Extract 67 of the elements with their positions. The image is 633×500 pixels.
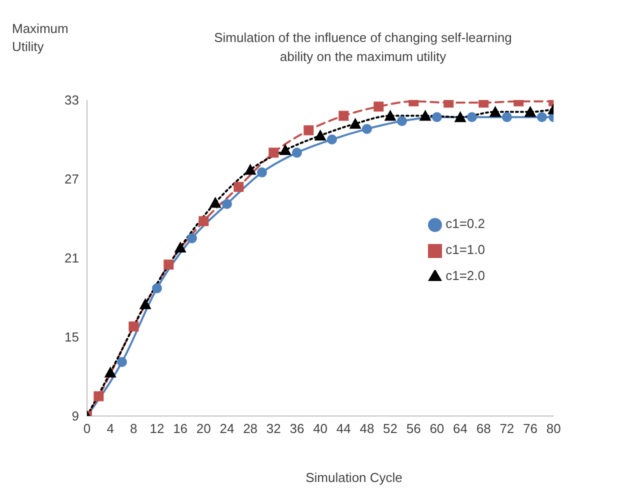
x-tick-label: 44	[336, 421, 351, 436]
point	[292, 148, 302, 158]
point	[198, 216, 209, 226]
point	[94, 391, 104, 402]
point	[164, 260, 174, 270]
point	[234, 182, 244, 192]
point	[536, 112, 547, 122]
point	[362, 124, 372, 134]
point	[116, 357, 127, 368]
point	[374, 102, 384, 112]
x-tick-label: 72	[500, 421, 514, 436]
x-tick-label: 64	[453, 421, 468, 436]
point	[139, 298, 152, 310]
point	[489, 106, 502, 117]
chart-title: Simulation of the influence of changing self-learning ability on the maximum utility	[213, 29, 513, 66]
point	[256, 167, 267, 178]
x-tick-label: 40	[313, 421, 328, 436]
point	[304, 125, 314, 136]
y-tick-label: 15	[64, 330, 79, 345]
y-tick-label: 21	[64, 250, 79, 266]
x-tick-label: 52	[383, 421, 398, 436]
legend-label: c1=2.0	[446, 268, 485, 283]
point	[338, 110, 349, 121]
point	[524, 106, 536, 117]
x-tick-label: 28	[243, 421, 258, 436]
y-axis-title: Maximum Utility	[12, 20, 68, 56]
x-tick-label: 24	[220, 421, 234, 436]
point	[186, 233, 197, 244]
point	[174, 241, 186, 252]
point	[384, 110, 396, 121]
y-tick-label: 33	[64, 92, 79, 108]
point	[222, 199, 232, 210]
legend-label: c1=1.0	[446, 242, 485, 257]
x-axis-title: Simulation Cycle	[304, 470, 404, 485]
point	[104, 366, 116, 378]
x-tick-label: 68	[476, 421, 491, 436]
point	[279, 144, 292, 156]
x-tick-label: 4	[106, 421, 114, 436]
point	[419, 110, 432, 121]
y-tick-label: 27	[64, 172, 79, 187]
legend-label: c1=0.2	[446, 216, 485, 231]
x-tick-label: 80	[546, 421, 561, 436]
x-tick-label: 36	[290, 421, 304, 436]
x-tick-label: 48	[360, 421, 374, 436]
point	[268, 148, 279, 158]
point	[128, 321, 139, 332]
point	[244, 164, 256, 175]
point	[466, 112, 477, 122]
x-tick-label: 76	[523, 421, 538, 436]
x-tick-label: 32	[266, 421, 281, 436]
point	[396, 116, 407, 126]
point	[349, 118, 362, 129]
point	[314, 130, 326, 141]
x-tick-label: 60	[430, 421, 444, 436]
x-tick-label: 20	[196, 421, 211, 436]
point	[454, 111, 466, 122]
x-tick-label: 56	[406, 421, 421, 436]
x-tick-label: 8	[130, 421, 138, 436]
point	[152, 283, 162, 294]
x-tick-label: 0	[83, 421, 91, 436]
point	[432, 112, 442, 122]
point	[209, 196, 222, 208]
x-tick-label: 16	[173, 421, 188, 436]
point	[326, 134, 337, 144]
x-tick-label: 12	[150, 421, 164, 436]
y-tick-label: 9	[72, 408, 79, 424]
point	[502, 112, 512, 122]
